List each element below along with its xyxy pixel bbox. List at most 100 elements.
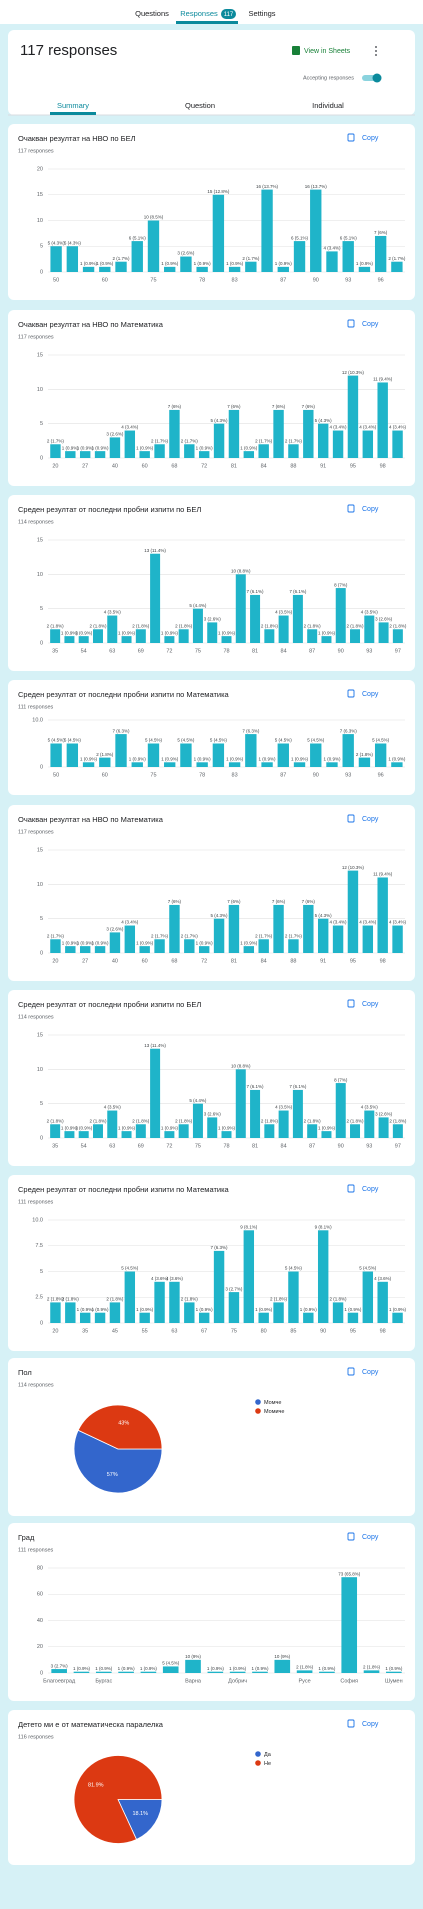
copy-button[interactable]: Copy: [362, 135, 379, 142]
copy-button[interactable]: Copy: [362, 1369, 379, 1376]
question-card: [8, 990, 415, 1166]
bar: [332, 430, 344, 458]
nav-tab[interactable]: Questions: [135, 9, 169, 18]
question-title: Очакван резултат на НВО по Математика: [18, 320, 164, 329]
copy-icon[interactable]: [347, 1532, 355, 1541]
copy-button[interactable]: Copy: [362, 816, 379, 823]
copy-icon[interactable]: [347, 1184, 355, 1193]
bar: [264, 629, 275, 643]
bar-value-label: 2 (1.8%): [132, 623, 150, 628]
response-count: 111 responses: [18, 1199, 54, 1205]
copy-icon[interactable]: [347, 814, 355, 823]
bar-value-label: 11 (9.4%): [373, 377, 393, 382]
bar: [332, 925, 344, 953]
copy-icon[interactable]: [347, 319, 355, 328]
toggle-knob[interactable]: [372, 73, 382, 83]
copy-button[interactable]: Copy: [362, 1534, 379, 1541]
bar: [273, 1302, 284, 1323]
x-tick-label: 50: [53, 772, 59, 778]
bar-value-label: 5 (4.4%): [189, 603, 207, 608]
bar: [278, 1110, 289, 1138]
question-card: [8, 1523, 415, 1701]
copy-icon[interactable]: [347, 689, 355, 698]
bar: [115, 261, 127, 272]
x-tick-label: 68: [171, 958, 177, 964]
bar-value-label: 7 (6%): [168, 404, 182, 409]
bar-value-label: 4 (3.4%): [323, 246, 341, 251]
copy-button[interactable]: Copy: [362, 321, 379, 328]
bar: [293, 762, 306, 767]
bar: [207, 622, 218, 643]
x-tick-label: 80: [261, 1328, 267, 1334]
bar-value-label: 1 (0.9%): [275, 261, 293, 266]
bar-value-label: 5 (4.4%): [189, 1098, 207, 1103]
bar-value-label: 1 (0.9%): [300, 1307, 318, 1312]
copy-button[interactable]: Copy: [362, 1186, 379, 1193]
response-count: 114 responses: [18, 1382, 54, 1388]
x-tick-label: 75: [150, 277, 156, 283]
bar: [131, 762, 143, 767]
bar: [99, 757, 111, 767]
bar-value-label: 2 (1.7%): [151, 933, 169, 938]
copy-button[interactable]: Copy: [362, 691, 379, 698]
y-tick-label: 60: [37, 1592, 43, 1598]
summary-tab[interactable]: Individual: [312, 101, 344, 110]
bar: [94, 946, 106, 953]
bar: [310, 743, 322, 767]
nav-tab[interactable]: Settings: [248, 9, 275, 18]
copy-button[interactable]: Copy: [362, 1001, 379, 1008]
bar-value-label: 1 (0.9%): [77, 445, 95, 450]
bar: [332, 1302, 344, 1323]
question-title: Детето ми е от математическа паралелка: [18, 1720, 164, 1729]
copy-icon[interactable]: [347, 133, 355, 142]
bar: [277, 743, 289, 767]
bar: [50, 939, 61, 953]
x-tick-label: 20: [52, 1328, 58, 1334]
bar-value-label: 2 (1.7%): [242, 256, 260, 261]
bar: [154, 444, 165, 458]
summary-tab[interactable]: Question: [185, 101, 215, 110]
x-tick-label: 87: [309, 1143, 315, 1149]
bar: [139, 451, 150, 458]
pie-slice: [73, 1429, 163, 1494]
bar: [378, 1117, 389, 1138]
x-tick-label: Шумен: [385, 1678, 403, 1684]
bar: [118, 1671, 134, 1673]
bar: [139, 1312, 150, 1323]
response-count: 117 responses: [18, 829, 54, 835]
bar: [258, 939, 269, 953]
copy-icon[interactable]: [347, 999, 355, 1008]
bar: [124, 1271, 136, 1323]
menu-dot[interactable]: [375, 46, 377, 48]
bar-value-label: 1 (0.9%): [75, 630, 93, 635]
copy-icon[interactable]: [347, 1719, 355, 1728]
x-tick-label: 93: [345, 277, 351, 283]
menu-dot[interactable]: [375, 50, 377, 52]
bar: [192, 1103, 203, 1138]
y-tick-label: 10: [37, 572, 43, 578]
x-tick-label: 35: [52, 1143, 58, 1149]
copy-button[interactable]: Copy: [362, 1721, 379, 1728]
nav-tab[interactable]: Responses: [180, 9, 218, 18]
bar-value-label: 5 (4.3%): [211, 418, 229, 423]
menu-dot[interactable]: [375, 54, 377, 56]
copy-icon[interactable]: [347, 504, 355, 513]
x-tick-label: 90: [320, 1328, 326, 1334]
bar-value-label: 1 (0.9%): [96, 261, 114, 266]
bar-value-label: 1 (0.9%): [196, 940, 214, 945]
copy-icon[interactable]: [347, 1367, 355, 1376]
bar-value-label: 2 (1.8%): [89, 1118, 107, 1123]
bar-value-label: 5 (4.5%): [275, 738, 293, 743]
view-in-sheets[interactable]: View in Sheets: [304, 48, 351, 55]
bar-value-label: 1 (0.9%): [80, 756, 98, 761]
summary-tab[interactable]: Summary: [57, 101, 89, 110]
bar: [213, 1250, 225, 1323]
bar-value-label: 2 (1.8%): [347, 623, 365, 628]
legend-label: Да: [264, 1752, 272, 1758]
bar: [78, 636, 89, 643]
bar-value-label: 4 (3.4%): [389, 920, 407, 925]
x-tick-label: 60: [142, 463, 148, 469]
copy-button[interactable]: Copy: [362, 506, 379, 513]
sheets-icon[interactable]: [292, 46, 300, 55]
